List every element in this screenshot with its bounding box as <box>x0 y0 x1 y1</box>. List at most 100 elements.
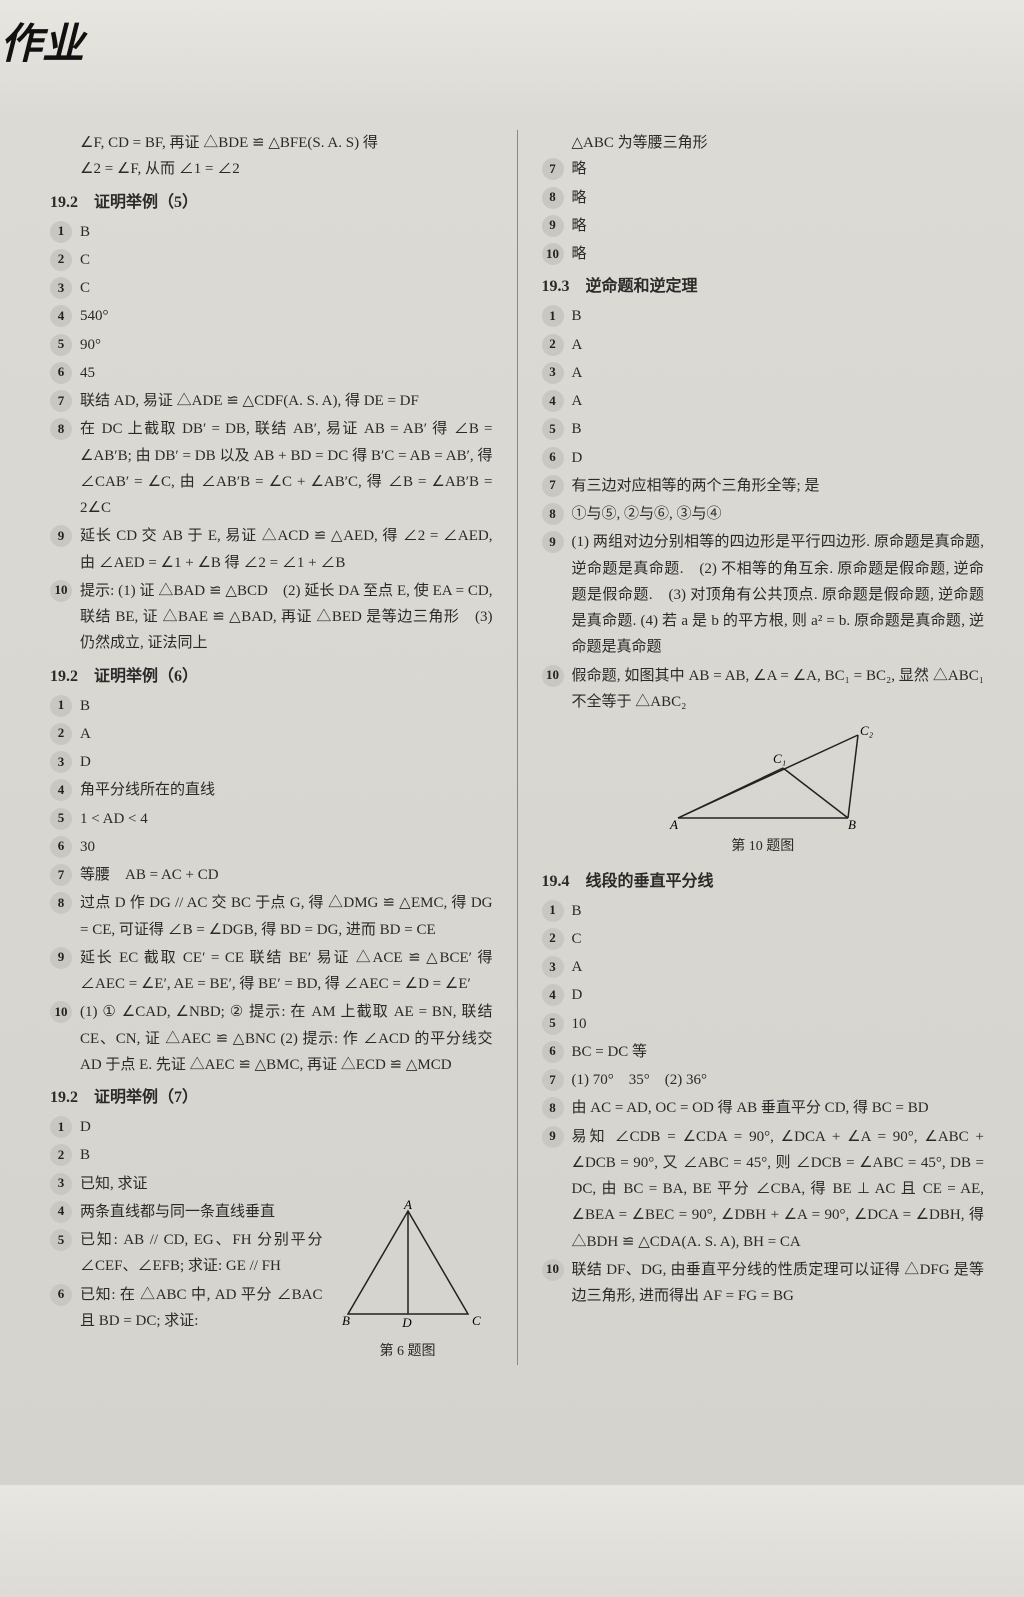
item-body: A <box>572 332 985 358</box>
item-body: 略 <box>572 241 985 267</box>
item-num: 7 <box>50 864 72 886</box>
vertex-label: C <box>472 1313 481 1328</box>
item-num: 8 <box>50 418 72 440</box>
item-body: 易知 ∠CDB = ∠CDA = 90°, ∠DCA + ∠A = 90°, ∠… <box>572 1124 985 1255</box>
item-body: B <box>572 303 985 329</box>
item-num: 10 <box>50 580 72 602</box>
row-with-figure: 4 两条直线都与同一条直线垂直 5 已知: AB // CD, EG、FH 分别平分… <box>50 1199 493 1365</box>
item-num: 7 <box>542 158 564 180</box>
item-num: 6 <box>50 1284 72 1306</box>
item-body: 延长 CD 交 AB 于 E, 易证 △ACD ≌ △AED, 得 ∠2 = ∠… <box>80 523 493 576</box>
item-body: 延长 EC 截取 CE′ = CE 联结 BE′ 易证 △ACE ≌ △BCE′… <box>80 945 493 998</box>
item-body: 已知: 在 △ABC 中, AD 平分 ∠BAC 且 BD = DC; 求证: <box>80 1282 323 1335</box>
vertex-label: C₂ <box>860 723 874 738</box>
item-body: B <box>572 416 985 442</box>
item-num: 10 <box>50 1001 72 1023</box>
item-num: 4 <box>542 390 564 412</box>
intro-line: △ABC 为等腰三角形 <box>542 130 985 156</box>
item-num: 4 <box>50 305 72 327</box>
item-num: 8 <box>542 1097 564 1119</box>
item-body: C <box>80 275 493 301</box>
vertex-label: A <box>669 817 678 832</box>
item-body: 540° <box>80 303 493 329</box>
item-num: 9 <box>542 531 564 553</box>
item-body: C <box>80 247 493 273</box>
item-body: D <box>572 982 985 1008</box>
item-num: 7 <box>50 390 72 412</box>
item-body: 由 AC = AD, OC = OD 得 AB 垂直平分 CD, 得 BC = … <box>572 1095 985 1121</box>
item-body: D <box>80 749 493 775</box>
item-num: 1 <box>50 221 72 243</box>
item-num: 10 <box>542 243 564 265</box>
item-body: A <box>80 721 493 747</box>
item-num: 6 <box>542 447 564 469</box>
item-body: 假命题, 如图其中 AB = AB, ∠A = ∠A, BC₁ = BC₂, 显… <box>572 663 985 716</box>
figure-caption: 第 10 题图 <box>542 835 985 860</box>
item-num: 4 <box>50 1201 72 1223</box>
item-body: 略 <box>572 185 985 211</box>
item-body: 过点 D 作 DG // AC 交 BC 于点 G, 得 △DMG ≌ △EMC… <box>80 890 493 943</box>
item-num: 6 <box>50 836 72 858</box>
item-body: 略 <box>572 156 985 182</box>
triangle-figure-10: A B C₁ C₂ 第 10 题图 <box>542 723 985 860</box>
figure-caption: 第 6 题图 <box>323 1340 493 1365</box>
item-num: 2 <box>50 249 72 271</box>
item-body: 角平分线所在的直线 <box>80 777 493 803</box>
item-num: 10 <box>542 665 564 687</box>
item-num: 9 <box>50 947 72 969</box>
item-num: 5 <box>50 1229 72 1251</box>
item-num: 2 <box>50 1144 72 1166</box>
item-body: 已知: AB // CD, EG、FH 分别平分 ∠CEF、∠EFB; 求证: … <box>80 1227 323 1280</box>
item-num: 1 <box>542 900 564 922</box>
item-num: 3 <box>50 277 72 299</box>
item-num: 9 <box>542 1126 564 1148</box>
item-num: 3 <box>50 751 72 773</box>
item-num: 8 <box>542 503 564 525</box>
section-title: 19.2 证明举例（5） <box>50 189 493 217</box>
section-title: 19.2 证明举例（6） <box>50 663 493 691</box>
item-num: 7 <box>542 475 564 497</box>
section-title: 19.3 逆命题和逆定理 <box>542 273 985 301</box>
item-body: 10 <box>572 1011 985 1037</box>
section-title: 19.4 线段的垂直平分线 <box>542 868 985 896</box>
item-body: A <box>572 954 985 980</box>
item-body: 等腰 AB = AC + CD <box>80 862 493 888</box>
item-num: 1 <box>542 305 564 327</box>
item-body: (1) 两组对边分别相等的四边形是平行四边形. 原命题是真命题, 逆命题是真命题… <box>572 529 985 660</box>
item-num: 8 <box>542 187 564 209</box>
item-body: 联结 AD, 易证 △ADE ≌ △CDF(A. S. A), 得 DE = D… <box>80 388 493 414</box>
item-body: 两条直线都与同一条直线垂直 <box>80 1199 323 1225</box>
item-num: 5 <box>542 418 564 440</box>
item-body: B <box>80 219 493 245</box>
item-body: B <box>80 1142 493 1168</box>
item-body: C <box>572 926 985 952</box>
item-num: 3 <box>542 956 564 978</box>
vertex-label: B <box>342 1313 350 1328</box>
item-body: B <box>572 898 985 924</box>
item-body: B <box>80 693 493 719</box>
item-body: 1 < AD < 4 <box>80 806 493 832</box>
triangle-figure-6: A B D C <box>328 1199 488 1329</box>
item-body: 45 <box>80 360 493 386</box>
section-title: 19.2 证明举例（7） <box>50 1084 493 1112</box>
item-num: 6 <box>50 362 72 384</box>
column-divider <box>517 130 518 1365</box>
item-body: 提示: (1) 证 △BAD ≌ △BCD (2) 延长 DA 至点 E, 使 … <box>80 578 493 657</box>
item-num: 5 <box>542 1013 564 1035</box>
item-num: 3 <box>542 362 564 384</box>
item-num: 1 <box>50 695 72 717</box>
item-num: 5 <box>50 808 72 830</box>
item-num: 5 <box>50 334 72 356</box>
page-tab: 作业 <box>0 10 84 71</box>
item-num: 3 <box>50 1173 72 1195</box>
right-column: △ABC 为等腰三角形 7略 8略 9略 10略 19.3 逆命题和逆定理 1B… <box>542 130 985 1365</box>
item-body: 有三边对应相等的两个三角形全等; 是 <box>572 473 985 499</box>
item-num: 7 <box>542 1069 564 1091</box>
item-num: 2 <box>542 928 564 950</box>
item-body: A <box>572 360 985 386</box>
item-num: 8 <box>50 892 72 914</box>
left-column: ∠F, CD = BF, 再证 △BDE ≌ △BFE(S. A. S) 得 ∠… <box>50 130 493 1365</box>
item-body: D <box>572 445 985 471</box>
item-num: 1 <box>50 1116 72 1138</box>
content-columns: ∠F, CD = BF, 再证 △BDE ≌ △BFE(S. A. S) 得 ∠… <box>50 130 984 1365</box>
